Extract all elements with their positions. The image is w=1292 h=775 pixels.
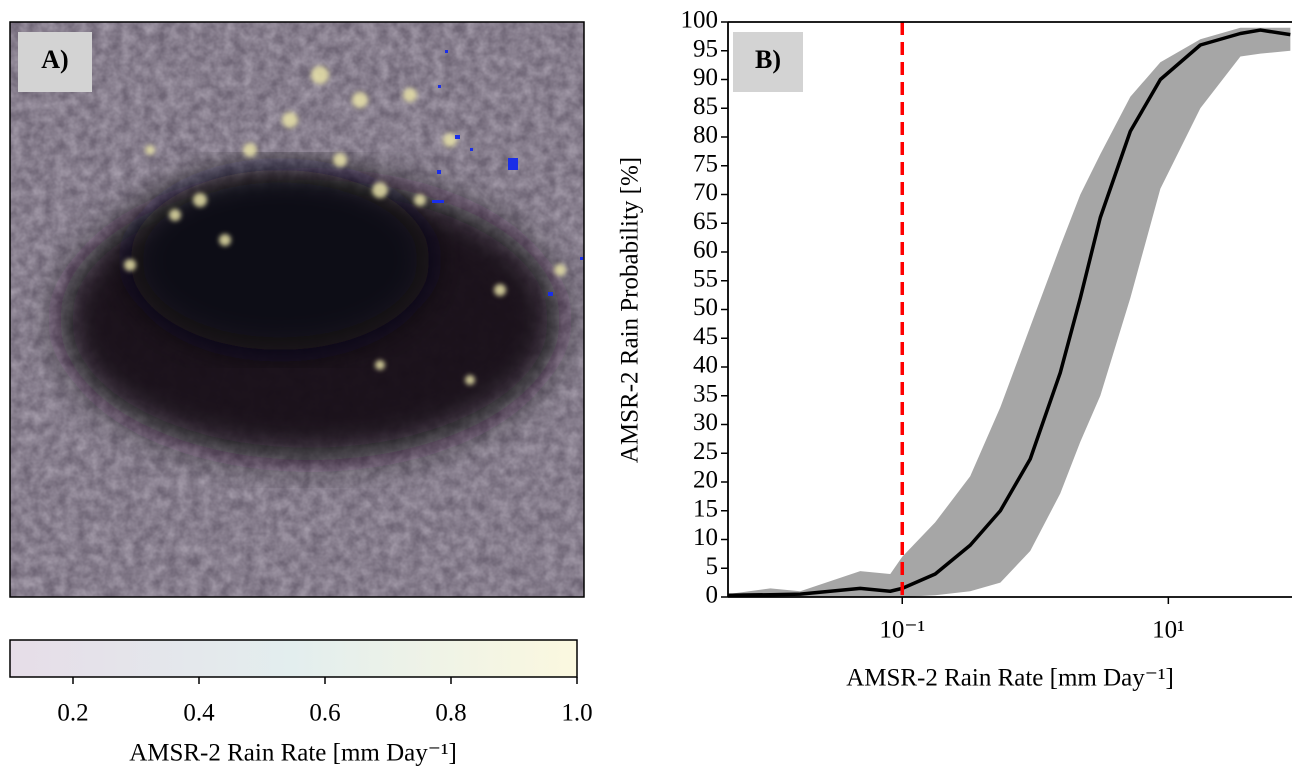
bright-cell	[372, 182, 388, 198]
y-tick-label: 40	[693, 352, 718, 379]
y-tick-label: 10	[693, 524, 718, 551]
y-tick-label: 85	[693, 93, 718, 120]
y-tick-label: 5	[706, 553, 719, 580]
bright-cell	[465, 375, 475, 385]
y-tick-label: 90	[693, 64, 718, 91]
uncertainty-band	[728, 27, 1291, 597]
x-tick-label: 10⁻¹	[879, 617, 925, 644]
blue-pixel	[580, 257, 583, 260]
y-tick-label: 0	[706, 582, 719, 609]
panel-tag-box	[733, 32, 803, 92]
x-tick-label: 0.6	[309, 700, 340, 727]
bright-cell	[145, 145, 155, 155]
x-tick-label: 10¹	[1152, 617, 1185, 644]
panel-tag-box	[18, 32, 92, 92]
bright-cell	[375, 360, 385, 370]
y-tick-label: 95	[693, 35, 718, 62]
bright-cell	[414, 194, 426, 206]
bright-cell	[333, 153, 347, 167]
blue-pixel	[438, 85, 441, 88]
x-tick-label: 0.8	[435, 700, 466, 727]
panel-tag: A)	[41, 45, 68, 74]
y-tick-label: 25	[693, 438, 718, 465]
bright-cell	[243, 143, 257, 157]
bright-cell	[554, 264, 566, 276]
bright-cell	[311, 66, 329, 84]
y-tick-label: 50	[693, 294, 718, 321]
y-tick-label: 45	[693, 323, 718, 350]
y-tick-label: 65	[693, 208, 718, 235]
satellite-image	[10, 22, 584, 597]
bright-cell	[443, 133, 457, 147]
y-tick-label: 60	[693, 237, 718, 264]
x-axis-label: AMSR-2 Rain Rate [mm Day⁻¹]	[846, 665, 1174, 692]
bright-cell	[282, 112, 298, 128]
bright-cell	[124, 259, 136, 271]
blue-pixel	[432, 200, 444, 203]
y-tick-label: 20	[693, 467, 718, 494]
blue-pixel	[445, 50, 448, 53]
colorbar	[9, 639, 578, 678]
y-tick-label: 15	[693, 495, 718, 522]
bright-cell	[193, 193, 207, 207]
blue-pixel	[470, 148, 473, 151]
plot-area: 0510152025303540455055606570758085909510…	[681, 7, 1292, 644]
bright-cell	[403, 88, 417, 102]
y-tick-label: 70	[693, 179, 718, 206]
blue-pixels	[432, 50, 583, 296]
y-tick-label: 30	[693, 409, 718, 436]
y-tick-label: 100	[681, 7, 719, 34]
bright-cell	[169, 209, 181, 221]
blue-pixel	[548, 292, 553, 296]
x-tick-label: 1.0	[561, 700, 592, 727]
mean-line	[727, 28, 1291, 598]
bright-cell	[494, 284, 506, 296]
x-tick-label: 0.2	[57, 700, 88, 727]
y-axis-label: AMSR-2 Rain Probability [%]	[617, 157, 644, 463]
bright-cell	[352, 92, 368, 108]
y-tick-label: 35	[693, 380, 718, 407]
blue-pixel	[437, 170, 441, 174]
bright-cells	[124, 66, 566, 385]
bright-cell	[219, 234, 231, 246]
y-tick-label: 55	[693, 265, 718, 292]
image-frame	[9, 21, 585, 598]
y-tick-label: 80	[693, 122, 718, 149]
colorbar-label: AMSR-2 Rain Rate [mm Day⁻¹]	[129, 740, 457, 767]
panel-tag: B)	[755, 45, 781, 74]
dark-region	[130, 170, 430, 350]
blue-pixel	[455, 135, 460, 139]
x-tick-label: 0.4	[183, 700, 215, 727]
y-tick-label: 75	[693, 150, 718, 177]
blue-pixel	[508, 158, 518, 170]
